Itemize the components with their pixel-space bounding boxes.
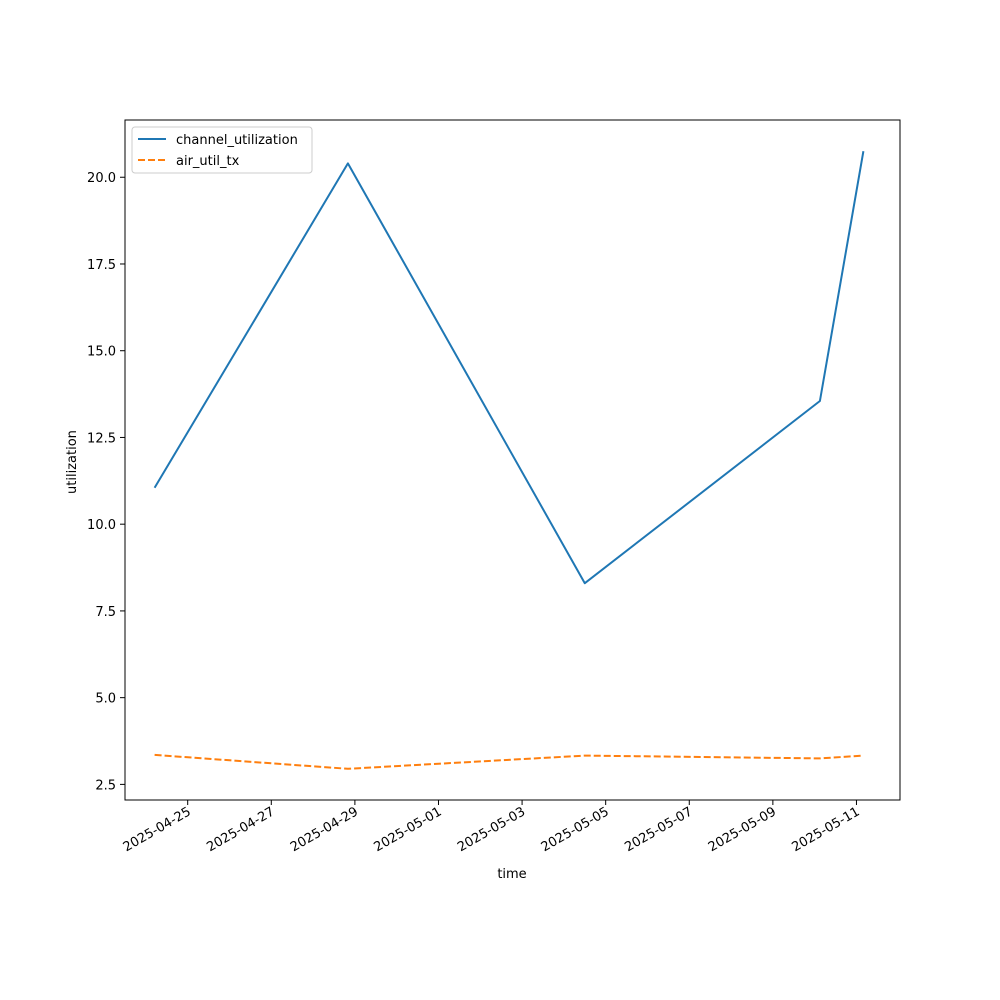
legend-label-channel-utilization: channel_utilization: [176, 133, 298, 148]
y-tick-label: 7.5: [95, 605, 116, 620]
y-tick-label: 5.0: [95, 692, 116, 707]
x-tick-label: 2025-04-29: [288, 804, 361, 855]
legend-box: [131, 126, 313, 174]
x-tick-label: 2025-04-25: [121, 804, 194, 855]
x-tick-label: 2025-05-03: [455, 804, 528, 855]
plot-area: [125, 120, 900, 800]
x-axis: 2025-04-25 2025-04-27 2025-04-29 2025-05-01…: [121, 800, 863, 855]
legend: channel_utilization air_util_tx: [131, 126, 313, 174]
y-tick-label: 12.5: [87, 431, 116, 446]
plot-frame: [124, 119, 901, 801]
y-axis: 2.5 5.0 7.5 10.0 12.5 15.0 17.5 20.0: [87, 171, 125, 793]
y-axis-label: utilization: [65, 430, 80, 494]
y-tick-label: 20.0: [87, 171, 116, 186]
y-tick-label: 15.0: [87, 345, 116, 360]
x-axis-label: time: [497, 867, 526, 882]
x-tick-label: 2025-05-09: [706, 804, 779, 855]
x-tick-label: 2025-05-01: [372, 804, 445, 855]
x-tick-label: 2025-05-05: [539, 804, 612, 855]
y-tick-label: 10.0: [87, 518, 116, 533]
y-tick-label: 17.5: [87, 258, 116, 273]
legend-label-air-util-tx: air_util_tx: [176, 154, 240, 169]
y-tick-label: 2.5: [95, 778, 116, 793]
series-layer: [153, 151, 865, 770]
x-tick-label: 2025-05-07: [622, 804, 695, 855]
x-tick-label: 2025-05-11: [790, 804, 863, 855]
x-tick-label: 2025-04-27: [204, 804, 277, 855]
